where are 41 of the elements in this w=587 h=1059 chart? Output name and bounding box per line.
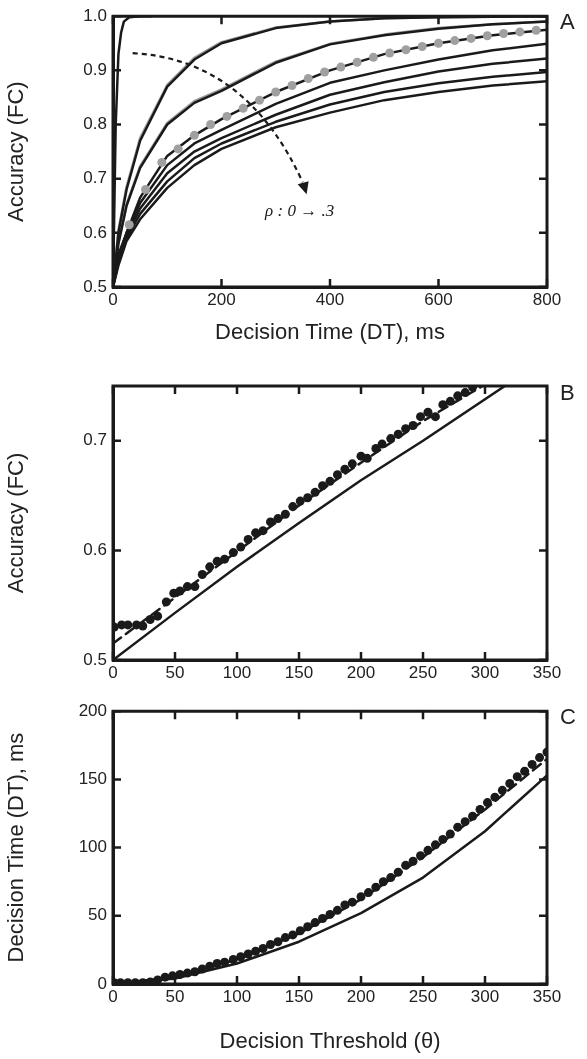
chart-title: C <box>560 704 576 730</box>
y-tick-label: 1.0 <box>83 5 107 25</box>
x-tick-label: 250 <box>408 662 438 682</box>
y-axis-title: Decision Time (DT), ms <box>3 732 29 963</box>
y-tick-label: 0.8 <box>83 114 107 134</box>
y-tick-label: 150 <box>78 769 107 789</box>
y-tick-label: 0 <box>97 973 107 993</box>
y-tick-label: 0.6 <box>83 222 107 242</box>
x-tick-label: 150 <box>284 662 314 682</box>
x-tick-label: 200 <box>346 662 376 682</box>
x-tick-label: 800 <box>532 289 562 309</box>
chart-title: B <box>560 380 575 406</box>
x-tick-label: 300 <box>470 986 500 1006</box>
y-tick-label: 0.7 <box>83 430 107 450</box>
x-axis-title: Decision Threshold (θ) <box>219 1027 441 1053</box>
y-tick-label: 0.6 <box>83 540 107 560</box>
y-axis-title: Accuracy (FC) <box>3 81 29 222</box>
y-tick-label: 0.5 <box>83 276 107 296</box>
y-axis-title: Accuracy (FC) <box>3 452 29 594</box>
x-tick-label: 350 <box>532 662 562 682</box>
y-tick-label: 0.9 <box>83 60 107 80</box>
x-tick-label: 50 <box>165 986 185 1006</box>
x-tick-label: 200 <box>207 289 236 309</box>
x-axis-title: Decision Time (DT), ms <box>215 318 445 344</box>
x-tick-label: 350 <box>532 986 562 1006</box>
y-tick-label: 0.5 <box>83 649 107 669</box>
x-tick-label: 150 <box>284 986 314 1006</box>
chart-title: A <box>560 9 575 35</box>
y-tick-label: 0.7 <box>83 168 107 188</box>
x-tick-label: 100 <box>222 986 252 1006</box>
y-tick-label: 100 <box>78 837 107 857</box>
x-tick-label: 300 <box>470 662 500 682</box>
x-tick-label: 250 <box>408 986 438 1006</box>
x-tick-label: 100 <box>222 662 252 682</box>
y-tick-label: 50 <box>88 905 107 925</box>
annotation: ρ : 0 → .3 <box>264 200 335 220</box>
y-tick-label: 200 <box>78 700 107 720</box>
x-tick-label: 50 <box>165 662 185 682</box>
x-tick-label: 200 <box>346 986 376 1006</box>
x-tick-label: 400 <box>315 289 345 309</box>
x-tick-label: 600 <box>424 289 453 309</box>
